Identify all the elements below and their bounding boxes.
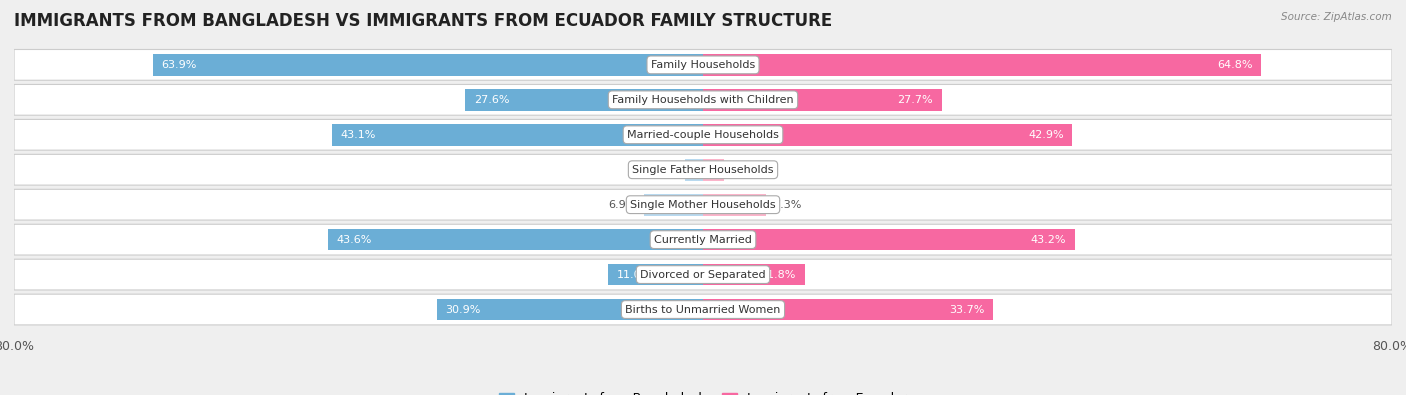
Text: 27.6%: 27.6%: [474, 95, 509, 105]
Text: Divorced or Separated: Divorced or Separated: [640, 269, 766, 280]
Text: 43.1%: 43.1%: [340, 130, 375, 140]
Text: 43.2%: 43.2%: [1031, 235, 1066, 245]
Text: 63.9%: 63.9%: [162, 60, 197, 70]
Bar: [703, 229, 1076, 250]
Text: Single Mother Households: Single Mother Households: [630, 200, 776, 210]
Text: 2.4%: 2.4%: [731, 165, 759, 175]
Bar: [703, 54, 1261, 76]
FancyBboxPatch shape: [14, 294, 1392, 325]
Bar: [332, 124, 703, 146]
Text: Births to Unmarried Women: Births to Unmarried Women: [626, 305, 780, 314]
FancyBboxPatch shape: [14, 259, 1392, 290]
Text: 6.9%: 6.9%: [609, 200, 637, 210]
Bar: [703, 124, 1073, 146]
Bar: [153, 54, 703, 76]
Bar: [328, 229, 703, 250]
FancyBboxPatch shape: [14, 85, 1392, 115]
Bar: [703, 299, 993, 320]
Text: 64.8%: 64.8%: [1218, 60, 1253, 70]
Text: Married-couple Households: Married-couple Households: [627, 130, 779, 140]
Bar: [685, 159, 703, 181]
Text: 11.8%: 11.8%: [761, 269, 796, 280]
Text: 30.9%: 30.9%: [446, 305, 481, 314]
Bar: [609, 264, 703, 286]
Text: 7.3%: 7.3%: [773, 200, 801, 210]
Text: Currently Married: Currently Married: [654, 235, 752, 245]
FancyBboxPatch shape: [14, 49, 1392, 80]
Bar: [644, 194, 703, 216]
Bar: [703, 89, 942, 111]
Text: 43.6%: 43.6%: [336, 235, 371, 245]
Text: IMMIGRANTS FROM BANGLADESH VS IMMIGRANTS FROM ECUADOR FAMILY STRUCTURE: IMMIGRANTS FROM BANGLADESH VS IMMIGRANTS…: [14, 12, 832, 30]
Bar: [437, 299, 703, 320]
FancyBboxPatch shape: [14, 189, 1392, 220]
Text: Family Households: Family Households: [651, 60, 755, 70]
Text: 2.1%: 2.1%: [650, 165, 678, 175]
FancyBboxPatch shape: [14, 224, 1392, 255]
FancyBboxPatch shape: [14, 119, 1392, 150]
Legend: Immigrants from Bangladesh, Immigrants from Ecuador: Immigrants from Bangladesh, Immigrants f…: [495, 387, 911, 395]
Text: 11.0%: 11.0%: [617, 269, 652, 280]
Bar: [703, 194, 766, 216]
Text: 33.7%: 33.7%: [949, 305, 984, 314]
Text: Family Households with Children: Family Households with Children: [612, 95, 794, 105]
Text: 27.7%: 27.7%: [897, 95, 934, 105]
Text: Single Father Households: Single Father Households: [633, 165, 773, 175]
Bar: [465, 89, 703, 111]
Bar: [703, 264, 804, 286]
FancyBboxPatch shape: [14, 154, 1392, 185]
Text: 42.9%: 42.9%: [1028, 130, 1064, 140]
Bar: [703, 159, 724, 181]
Text: Source: ZipAtlas.com: Source: ZipAtlas.com: [1281, 12, 1392, 22]
